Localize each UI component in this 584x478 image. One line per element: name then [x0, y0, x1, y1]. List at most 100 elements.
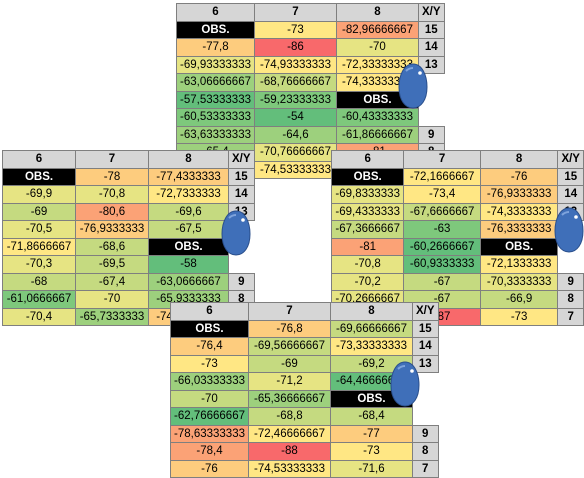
header-row: 6 7 8 X/Y: [170, 302, 439, 321]
signal-value-cell: -71,8666667: [2, 237, 76, 256]
signal-value-cell: -77,4333333: [148, 167, 229, 186]
table-row: -81 -60,2666667 OBS.: [330, 237, 584, 256]
column-header-cell: 7: [403, 150, 481, 169]
signal-value-cell: -80,6: [75, 202, 149, 221]
observer-cell: OBS.: [170, 319, 249, 338]
table-row: -69,9 -70,8 -72,7333333 14: [2, 185, 255, 204]
header-row: 6 7 8 X/Y: [2, 150, 255, 169]
y-coordinate-cell: 14: [557, 185, 584, 204]
signal-value-cell: -69,2: [329, 354, 413, 373]
y-coordinate-cell: 9: [417, 125, 445, 144]
signal-value-cell: -78: [75, 167, 149, 186]
signal-value-cell: -76,8: [247, 319, 331, 338]
column-header-cell: 7: [247, 302, 331, 321]
signal-value-cell: -74,93333333: [253, 55, 337, 74]
signal-value-cell: -69,4333333: [330, 202, 405, 221]
signal-value-cell: -70,2: [330, 272, 405, 291]
signal-value-cell: -69,9: [2, 185, 76, 204]
observer-cell: OBS.: [330, 167, 405, 186]
signal-value-cell: -65,7333333: [75, 307, 149, 326]
signal-value-cell: -60,9333333: [403, 255, 481, 274]
signal-value-cell: -76,3333333: [479, 220, 559, 239]
signal-value-cell: -70: [335, 38, 419, 57]
y-coordinate-cell: 15: [411, 319, 439, 338]
observer-cell: OBS.: [176, 20, 255, 39]
signal-value-cell: -88: [247, 442, 331, 461]
signal-value-cell: -72,7333333: [148, 185, 229, 204]
table-row: -63,63333333 -64,6 -61,86666667 9: [176, 125, 445, 144]
signal-value-cell: -67,4: [75, 272, 149, 291]
signal-value-cell: -63,06666667: [176, 73, 255, 92]
table-row: -57,53333333 -59,23333333 OBS.: [176, 90, 445, 109]
signal-value-cell: -71,2: [247, 372, 331, 391]
signal-value-cell: -77: [329, 424, 413, 443]
signal-value-cell: -77,8: [176, 38, 255, 57]
signal-value-cell: -62,76666667: [170, 407, 249, 426]
signal-value-cell: -74,3333333: [479, 202, 559, 221]
column-header-cell: 8: [148, 150, 229, 169]
column-header-cell: 6: [2, 150, 76, 169]
table-row: OBS. -78 -77,4333333 15: [2, 167, 255, 186]
signal-value-cell: -74,53333333: [247, 459, 331, 478]
xy-header-cell: X/Y: [557, 150, 584, 169]
signal-value-cell: -76: [170, 459, 249, 478]
signal-value-cell: -64,6: [253, 125, 337, 144]
y-coordinate-cell: 14: [228, 185, 255, 204]
signal-table-left: 6 7 8 X/Y OBS. -78 -77,4333333 15 -69,9 -70,8 -72,…: [2, 150, 255, 326]
signal-value-cell: -70,76666667: [253, 143, 337, 162]
table-row: -69 -80,6 -69,6 13: [2, 202, 255, 221]
table-row: -62,76666667 -68,8 -68,4: [170, 407, 439, 426]
y-coordinate-cell: 8: [411, 442, 439, 461]
signal-value-cell: -76,4: [170, 337, 249, 356]
observer-cell: OBS.: [479, 237, 559, 256]
signal-value-cell: -78,63333333: [170, 424, 249, 443]
signal-value-cell: -71,6: [329, 459, 413, 478]
signal-value-cell: -72,46666667: [247, 424, 331, 443]
signal-value-cell: -73,4: [403, 185, 481, 204]
signal-value-cell: -73: [170, 354, 249, 373]
table-row: -73 -69 -69,2 13: [170, 354, 439, 373]
signal-value-cell: -58: [148, 255, 229, 274]
signal-value-cell: -76: [479, 167, 559, 186]
table-row: -78,63333333 -72,46666667 -77 9: [170, 424, 439, 443]
column-header-cell: 6: [330, 150, 405, 169]
table-row: OBS. -76,8 -69,66666667 15: [170, 319, 439, 338]
signal-value-cell: -61,86666667: [335, 125, 419, 144]
signal-value-cell: -69,93333333: [176, 55, 255, 74]
signal-value-cell: -73,33333333: [329, 337, 413, 356]
sensor-tag-icon: [554, 207, 584, 253]
table-row: -60,53333333 -54 -60,43333333: [176, 108, 445, 127]
table-row: -70,2 -67 -70,3333333 9: [330, 272, 584, 291]
signal-value-cell: -69,8333333: [330, 185, 405, 204]
signal-table-bottom: 6 7 8 X/Y OBS. -76,8 -69,66666667 15 -76,4 -69,56…: [170, 302, 439, 478]
table-row: -70,8 -60,9333333 -72,1333333: [330, 255, 584, 274]
observer-cell: OBS.: [148, 237, 229, 256]
table-row: -77,8 -86 -70 14: [176, 38, 445, 57]
signal-value-cell: -73: [253, 20, 337, 39]
y-coordinate-cell: [412, 390, 439, 408]
y-coordinate-cell: [412, 407, 439, 425]
signal-value-cell: -68,4: [329, 407, 413, 426]
column-header-cell: 6: [170, 302, 249, 321]
signal-value-cell: -67,3666667: [330, 220, 405, 239]
signal-value-cell: -68,6: [75, 237, 149, 256]
signal-value-cell: -68,8: [247, 407, 331, 426]
signal-value-cell: -73: [329, 442, 413, 461]
signal-value-cell: -69: [247, 354, 331, 373]
header-row: 6 7 8 X/Y: [330, 150, 584, 169]
xy-header-cell: X/Y: [417, 3, 445, 22]
table-row: OBS. -73 -82,96666667 15: [176, 20, 445, 39]
signal-value-cell: -70,3333333: [479, 272, 559, 291]
signal-value-cell: -76,9333333: [479, 185, 559, 204]
y-coordinate-cell: 13: [417, 55, 445, 74]
column-header-cell: 8: [329, 302, 413, 321]
signal-value-cell: -74,53333333: [253, 160, 337, 179]
signal-value-cell: -60,2666667: [403, 237, 481, 256]
signal-value-cell: -70,8: [75, 185, 149, 204]
header-row: 6 7 8 X/Y: [176, 3, 445, 22]
column-header-cell: 6: [176, 3, 255, 22]
y-coordinate-cell: 7: [557, 307, 584, 326]
signal-value-cell: -54: [253, 108, 337, 127]
signal-value-cell: -67: [403, 272, 481, 291]
